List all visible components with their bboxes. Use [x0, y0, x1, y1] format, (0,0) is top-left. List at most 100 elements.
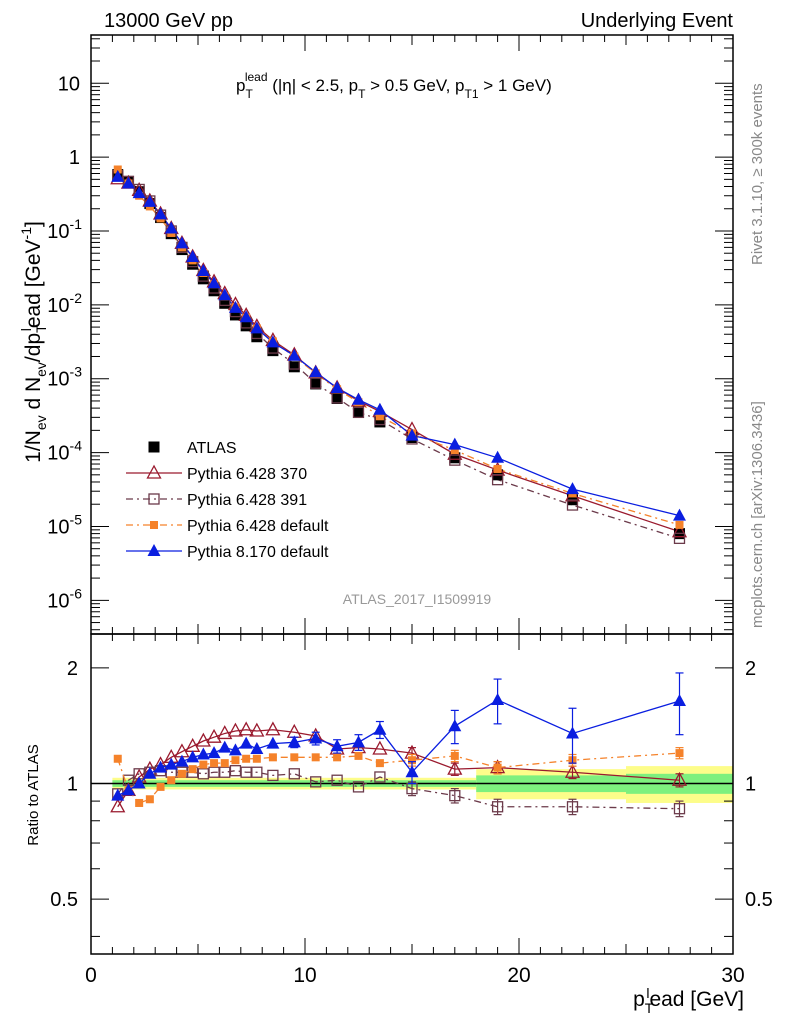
main-point-atlas: [331, 392, 343, 404]
ratio-point-p391: [197, 768, 210, 780]
ratio-point-p391: [208, 766, 220, 778]
ratio-point-p8: [373, 722, 387, 735]
x-tick-label: 10: [293, 964, 316, 987]
legend-label-p370: Pythia 6.428 370: [187, 466, 307, 483]
ratio-point-p370: [564, 763, 581, 778]
legend-label-atlas: ATLAS: [187, 440, 237, 457]
main-point-pdef: [493, 464, 502, 473]
ratio-point-p370: [249, 722, 265, 737]
main-y-tick-label: 10-6: [47, 585, 82, 612]
main-point-p391: [449, 454, 461, 466]
ratio-point-p8: [250, 741, 264, 754]
x-axis-label: pTlead [GeV]: [633, 985, 744, 1016]
ratio-point-p391: [566, 801, 579, 813]
ratio-point-p8: [196, 747, 210, 760]
ratio-point-pdef: [408, 756, 416, 765]
ratio-y-tick-label-right: 1: [745, 774, 756, 796]
ratio-point-p8: [143, 766, 157, 779]
main-point-p8: [266, 335, 280, 348]
main-point-p8: [330, 380, 344, 393]
ratio-point-p391: [352, 781, 365, 793]
main-series-line-p391: [117, 175, 680, 539]
ratio-point-p370: [447, 760, 463, 775]
main-point-atlas: [353, 405, 364, 417]
ratio-point-p8: [121, 783, 135, 796]
main-y-tick-label: 10-2: [47, 290, 82, 317]
ratio-point-p8: [175, 754, 189, 767]
main-point-p8: [143, 194, 157, 207]
ratio-point-pdef: [199, 760, 208, 769]
ratio-point-p8: [266, 736, 280, 749]
main-point-atlas: [251, 331, 263, 343]
rivet-label: Rivet 3.1.10, ≥ 300k events: [749, 83, 766, 265]
ratio-point-p8: [207, 746, 221, 759]
legend-label-p8: Pythia 8.170 default: [187, 544, 329, 561]
ratio-point-p391: [491, 801, 504, 813]
ratio-point-p8: [309, 731, 323, 744]
ratio-point-p370: [372, 740, 388, 755]
main-point-p391: [491, 474, 504, 486]
main-point-atlas: [219, 297, 231, 309]
main-point-atlas: [310, 378, 322, 390]
ratio-y-axis-label: Ratio to ATLAS: [25, 744, 42, 845]
ratio-point-pdef: [268, 753, 277, 762]
main-point-p391: [566, 499, 579, 511]
main-point-p8: [405, 428, 419, 441]
ratio-point-p8: [228, 743, 242, 756]
ratio-point-pdef: [231, 756, 240, 765]
ratio-point-p370: [195, 732, 211, 747]
ratio-point-p8: [352, 735, 365, 748]
ratio-point-p8: [287, 735, 301, 748]
main-point-p8: [250, 321, 264, 334]
main-point-pdef: [375, 412, 384, 421]
main-point-p8: [164, 221, 178, 234]
main-point-pdef: [113, 165, 122, 174]
ratio-point-pdef: [333, 753, 342, 762]
main-point-p8: [491, 450, 505, 463]
main-point-pdef: [450, 446, 459, 455]
main-point-atlas: [288, 361, 300, 373]
ratio-point-pdef: [354, 751, 363, 760]
ratio-point-p370: [110, 798, 126, 813]
main-point-p8: [218, 288, 232, 301]
ratio-point-p8: [405, 765, 419, 778]
main-point-p8: [132, 186, 146, 199]
analysis-tag: ATLAS_2017_I1509919: [343, 591, 492, 607]
main-point-p370: [671, 523, 688, 538]
ratio-point-pdef: [493, 763, 502, 772]
main-point-atlas: [197, 273, 209, 285]
ratio-panel: 0 10 20 30 0.5 0.5 1 1 2 2: [50, 634, 773, 987]
main-y-tick-label: 10-1: [47, 216, 82, 243]
main-point-p8: [175, 236, 189, 249]
ratio-point-p391: [673, 803, 686, 815]
ratio-point-p8: [164, 757, 178, 770]
ratio-point-p8: [330, 739, 344, 752]
ratio-point-pdef: [156, 782, 165, 791]
ratio-point-p8: [154, 760, 168, 773]
ratio-y-tick-label: 1: [67, 774, 78, 796]
ratio-point-pdef: [113, 754, 122, 763]
main-y-tick-label: 1: [69, 147, 80, 169]
ratio-point-p8: [566, 726, 579, 739]
ratio-point-pdef: [145, 795, 154, 804]
main-series-layer: [110, 165, 688, 545]
main-point-pdef: [675, 520, 684, 529]
ratio-point-p370: [671, 771, 688, 786]
ratio-point-p391: [229, 765, 242, 777]
ratio-point-p8: [132, 776, 146, 789]
ratio-point-p8: [186, 750, 200, 763]
x-tick-label: 30: [721, 964, 744, 987]
main-point-p8: [287, 348, 301, 361]
main-point-p8: [673, 508, 686, 521]
ratio-y-tick-label-right: 2: [745, 658, 756, 680]
main-y-tick-label: 10-4: [47, 438, 82, 465]
main-point-p391: [352, 406, 365, 419]
ratio-point-p370: [265, 721, 281, 736]
ratio-point-pdef: [188, 765, 197, 774]
ratio-point-p8: [218, 740, 232, 753]
main-point-atlas: [374, 416, 386, 428]
ratio-point-p8: [673, 693, 686, 706]
ratio-point-p370: [217, 725, 233, 740]
main-series-line-p8: [117, 176, 680, 517]
